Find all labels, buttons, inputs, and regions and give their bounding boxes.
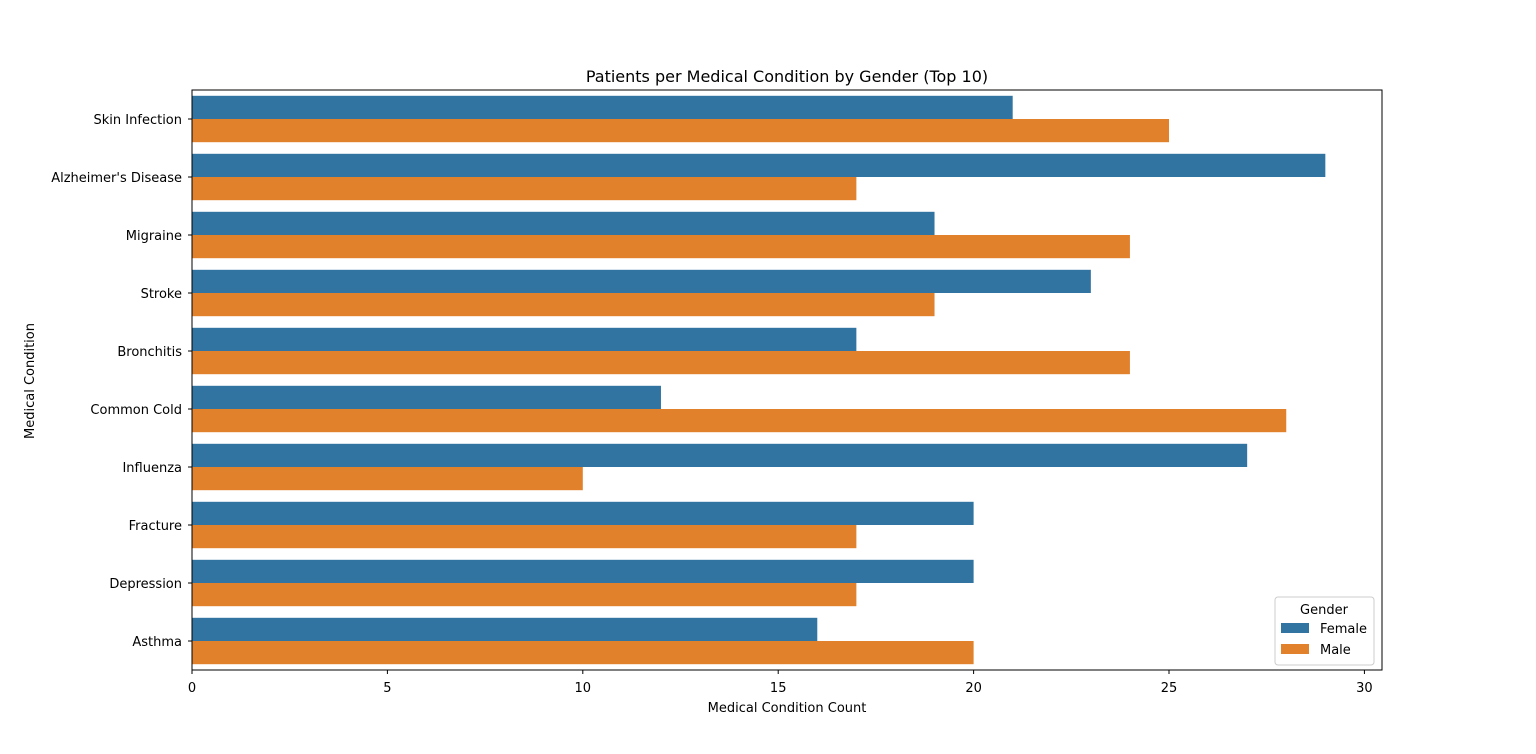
bar-alzheimer-s-disease-male [192,177,857,201]
legend-label-male: Male [1320,643,1351,658]
y-tick-label: Migraine [126,229,182,244]
bar-alzheimer-s-disease-female [192,153,1326,177]
plot-frame [191,89,1383,671]
y-tick-label: Fracture [129,519,182,534]
legend-label-female: Female [1320,622,1367,637]
bar-fracture-female [192,501,974,525]
bar-stroke-male [192,293,935,317]
bar-depression-female [192,559,974,583]
x-tick-label: 0 [188,681,196,696]
bar-common-cold-female [192,385,661,409]
bar-fracture-male [192,525,857,549]
legend-swatch-female [1281,623,1309,633]
legend-title: Gender [1300,603,1349,618]
bar-migraine-female [192,211,935,235]
bar-influenza-male [192,467,583,491]
legend: Gender Female Male [1274,596,1375,666]
x-axis-title: Medical Condition Count [708,701,867,716]
x-tick-label: 25 [1161,681,1178,696]
bar-bronchitis-female [192,327,857,351]
legend-swatch-male [1281,644,1309,654]
y-tick-label: Bronchitis [117,345,182,360]
bar-migraine-male [192,235,1130,259]
y-tick-label: Stroke [141,287,182,302]
bars-group [192,95,1326,665]
y-tick-label: Influenza [122,461,182,476]
y-tick-label: Alzheimer's Disease [51,171,182,186]
y-tick-label: Asthma [132,635,182,650]
bar-stroke-female [192,269,1091,293]
x-tick-label: 20 [965,681,982,696]
x-tick-label: 10 [575,681,592,696]
y-axis-ticks: Skin Infection Alzheimer's Disease Migrain… [51,113,192,650]
bar-bronchitis-male [192,351,1130,375]
y-tick-label: Skin Infection [94,113,182,128]
bar-influenza-female [192,443,1248,467]
x-axis-ticks: 0 5 10 15 20 25 30 [188,670,1373,696]
x-tick-label: 5 [383,681,391,696]
bar-skin-infection-male [192,119,1170,143]
bar-common-cold-male [192,409,1287,433]
chart-title: Patients per Medical Condition by Gender… [586,67,988,86]
x-tick-label: 30 [1356,681,1373,696]
bar-asthma-male [192,641,974,665]
y-tick-label: Common Cold [90,403,182,418]
bar-asthma-female [192,617,818,641]
bar-depression-male [192,583,857,607]
x-tick-label: 15 [770,681,787,696]
y-axis-title: Medical Condition [23,323,38,439]
y-tick-label: Depression [109,577,182,592]
bar-skin-infection-female [192,95,1013,119]
